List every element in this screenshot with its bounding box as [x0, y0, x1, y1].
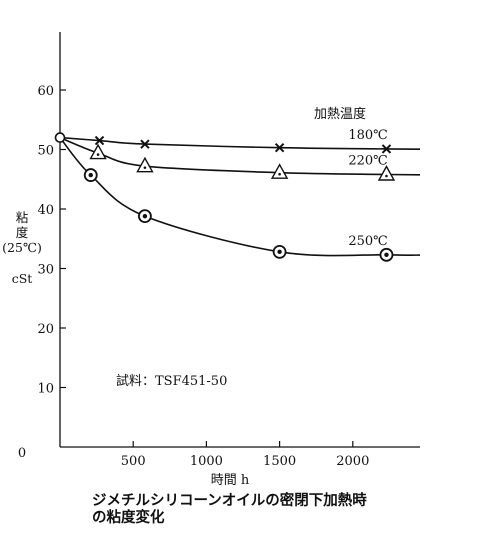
- inner-dot: [142, 213, 148, 219]
- triangle-dot: [143, 166, 147, 169]
- y-axis-label: 粘: [16, 210, 29, 225]
- chart-markers: [54, 132, 396, 262]
- y-tick-label: 50: [37, 144, 54, 159]
- triangle-marker: [136, 156, 154, 173]
- x-axis-label: 時間 h: [211, 473, 250, 488]
- caption-line-1: ジメチルシリコーンオイルの密閉下加熱時: [92, 493, 367, 509]
- y-tick-label: 40: [37, 203, 54, 218]
- x-tick-label: 1500: [263, 454, 296, 469]
- cross-marker: [381, 144, 392, 154]
- x-tick-label: 500: [121, 454, 146, 469]
- origin-label: 0: [18, 446, 26, 461]
- cross-marker: [94, 135, 105, 146]
- sample-annotation: 試料：TSF451-50: [116, 373, 227, 389]
- cross-stroke: [274, 143, 285, 153]
- triangle-marker: [89, 143, 107, 160]
- double-circle-marker: [83, 168, 98, 182]
- chart-ticks: 10 20 30 40 50 60 500 1000 1500 2000 0: [18, 84, 369, 469]
- cross-stroke: [140, 139, 150, 149]
- triangle-dot: [385, 174, 388, 178]
- y-tick-label: 30: [37, 263, 54, 278]
- caption-line-2: の粘度変化: [92, 510, 165, 526]
- triangle-shape: [136, 156, 154, 173]
- triangle-dot: [278, 172, 281, 176]
- cross-marker: [140, 139, 150, 149]
- triangle-shape: [377, 165, 396, 181]
- triangle-dot: [96, 153, 100, 156]
- y-axis-label: cSt: [12, 271, 33, 286]
- series-label: 250℃: [348, 234, 387, 249]
- y-tick-label: 60: [37, 84, 54, 99]
- inner-dot: [88, 172, 93, 178]
- double-circle-marker: [379, 247, 394, 262]
- double-circle-marker: [272, 244, 287, 259]
- x-tick-label: 2000: [336, 454, 369, 469]
- cross-marker: [274, 143, 285, 153]
- y-axis-label: 度: [16, 225, 29, 240]
- y-axis-label: (25℃): [2, 240, 42, 255]
- series-label: 180℃: [348, 128, 387, 143]
- triangle-marker: [377, 165, 396, 181]
- triangle-shape: [270, 163, 289, 179]
- inner-dot: [277, 249, 282, 255]
- figure-caption: ジメチルシリコーンオイルの密閉下加熱時 の粘度変化: [92, 493, 472, 527]
- triangle-shape: [89, 143, 107, 160]
- cross-stroke: [94, 135, 105, 146]
- cross-stroke: [381, 144, 392, 154]
- x-tick-label: 1000: [190, 454, 223, 469]
- start-point-marker: [54, 132, 66, 143]
- series-label: 220℃: [348, 153, 387, 168]
- legend-title: 加熱温度: [314, 106, 366, 122]
- triangle-marker: [270, 163, 289, 179]
- double-circle-marker: [138, 209, 152, 224]
- chart-axes: [59, 32, 420, 448]
- y-tick-label: 20: [37, 322, 54, 337]
- y-tick-label: 10: [37, 382, 54, 397]
- inner-dot: [384, 252, 389, 258]
